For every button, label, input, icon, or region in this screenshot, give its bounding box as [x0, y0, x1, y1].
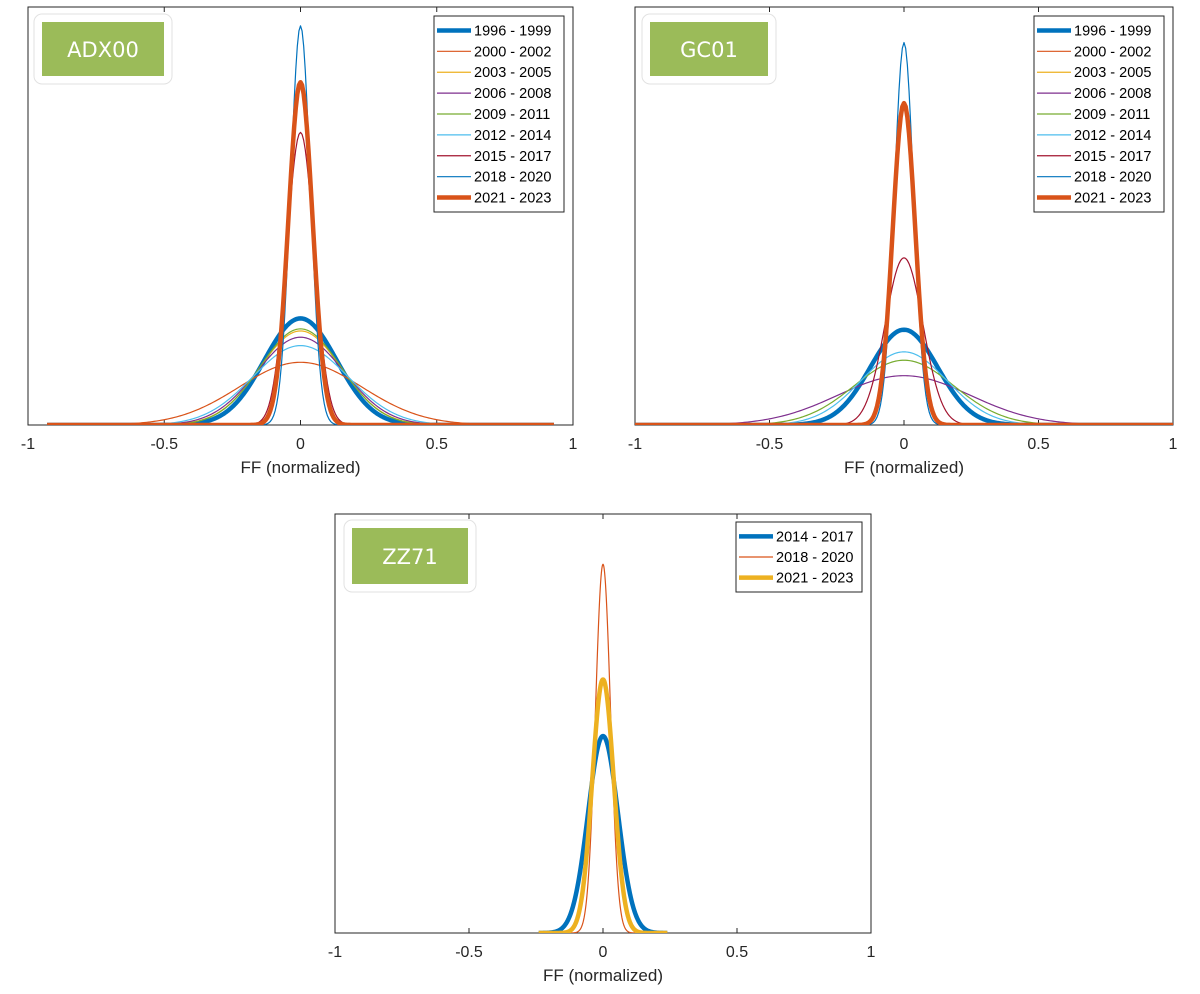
chart-svg: -1 -0.5 0 0.5 1 FF (normalized) ZZ71 2014 - 201… — [328, 513, 876, 985]
x-tick-label: 0.5 — [1027, 436, 1049, 453]
x-tick-label: 0 — [900, 436, 909, 453]
x-tick-label: -1 — [628, 436, 642, 453]
chart-panel-zz71: -1 -0.5 0 0.5 1 FF (normalized) ZZ71 2014 - 201… — [300, 508, 900, 994]
x-axis-label: FF (normalized) — [844, 458, 964, 477]
legend-entry: 2000 - 2002 — [1074, 44, 1151, 60]
legend-entry: 2021 - 2023 — [1074, 191, 1151, 207]
series-line-8 — [635, 100, 1173, 425]
legend-entry: 2018 - 2020 — [776, 550, 853, 566]
legend-entry: 2014 - 2017 — [776, 529, 853, 545]
series-line-0 — [46, 316, 555, 425]
series-line-0 — [536, 733, 670, 933]
legend-entry: 1996 - 1999 — [474, 23, 551, 39]
x-tick-label: -1 — [21, 436, 35, 453]
legend-entry: 2018 - 2020 — [474, 170, 551, 186]
legend-entry: 2015 - 2017 — [474, 149, 551, 165]
x-tick-label: 1 — [569, 436, 578, 453]
series-line-7 — [47, 25, 554, 425]
x-tick-label: 0.5 — [426, 436, 448, 453]
x-tick-label: 1 — [867, 944, 876, 961]
x-tick-label: -0.5 — [455, 944, 483, 961]
series-line-8 — [46, 79, 555, 425]
x-tick-label: 0 — [296, 436, 305, 453]
tag-badge-label: ADX00 — [67, 38, 139, 62]
tag-badge — [650, 22, 768, 76]
legend-entry: 2006 - 2008 — [1074, 86, 1151, 102]
series-line-0 — [635, 327, 1173, 425]
tag-badge — [42, 22, 164, 76]
legend-entry: 2021 - 2023 — [776, 571, 853, 587]
series-line-1 — [538, 563, 668, 933]
x-tick-label: 1 — [1169, 436, 1178, 453]
legend-entry: 2021 - 2023 — [474, 191, 551, 207]
legend-entry: 2003 - 2005 — [1074, 65, 1151, 81]
legend-entry: 2009 - 2011 — [474, 107, 550, 123]
tag-badge-label: GC01 — [680, 38, 738, 62]
x-tick-label: 0.5 — [726, 944, 748, 961]
chart-svg: -1 -0.5 0 0.5 1 FF (normalized) GC01 1996 - 199… — [628, 6, 1178, 477]
x-axis-label: FF (normalized) — [543, 966, 663, 985]
chart-panel-adx00: -1 -0.5 0 0.5 1 FF (normalized) ADX00 1996 - 19… — [0, 0, 600, 490]
series-line-6 — [635, 257, 1173, 425]
legend-entry: 2018 - 2020 — [1074, 170, 1151, 186]
legend-entry: 2000 - 2002 — [474, 44, 551, 60]
legend-entry: 2009 - 2011 — [1074, 107, 1150, 123]
chart-panel-gc01: -1 -0.5 0 0.5 1 FF (normalized) GC01 1996 - 199… — [600, 0, 1200, 490]
x-tick-label: 0 — [599, 944, 608, 961]
series-line-2 — [536, 677, 670, 933]
x-tick-label: -0.5 — [756, 436, 784, 453]
legend-entry: 2012 - 2014 — [474, 128, 551, 144]
legend-entry: 2015 - 2017 — [1074, 149, 1151, 165]
legend-entry: 2012 - 2014 — [1074, 128, 1151, 144]
legend-entry: 2003 - 2005 — [474, 65, 551, 81]
x-axis-label: FF (normalized) — [241, 458, 361, 477]
legend-entry: 1996 - 1999 — [1074, 23, 1151, 39]
chart-svg: -1 -0.5 0 0.5 1 FF (normalized) ADX00 1996 - 19… — [21, 6, 578, 477]
tag-badge — [352, 528, 468, 584]
series-line-6 — [47, 131, 554, 425]
tag-badge-label: ZZ71 — [382, 545, 438, 569]
series-line-7 — [635, 41, 1173, 425]
x-tick-label: -0.5 — [150, 436, 178, 453]
x-tick-label: -1 — [328, 944, 342, 961]
legend-entry: 2006 - 2008 — [474, 86, 551, 102]
